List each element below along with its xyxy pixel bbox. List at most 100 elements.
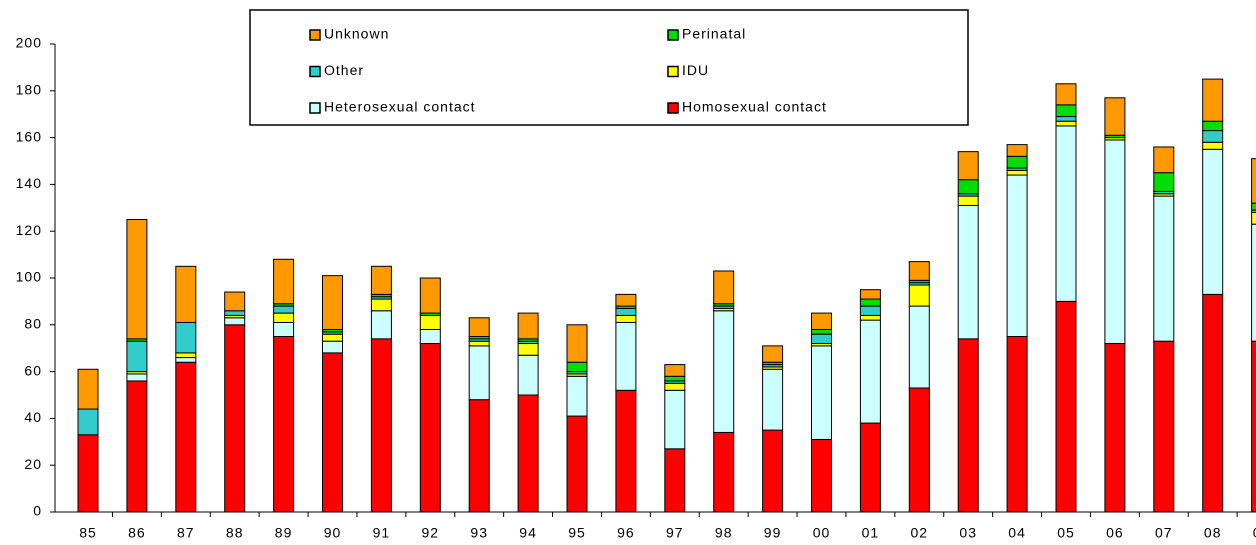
bar-segment	[615, 307, 637, 316]
bar-segment	[273, 321, 295, 337]
bar-segment	[566, 415, 588, 513]
legend-swatch	[309, 102, 321, 114]
bar-segment	[175, 361, 197, 513]
legend-label: Other	[324, 62, 364, 78]
bar-segment	[126, 380, 148, 513]
x-tick-label: 97	[666, 525, 684, 541]
bar-segment	[77, 434, 99, 513]
x-tick-label: 94	[519, 525, 537, 541]
bar-segment	[370, 338, 392, 513]
bar-segment	[859, 314, 881, 321]
x-tick-label: 86	[128, 525, 146, 541]
bar-segment	[811, 438, 832, 513]
x-tick-label: 93	[470, 525, 488, 541]
y-tick-label: 60	[24, 362, 42, 378]
bar-segment	[1202, 293, 1224, 513]
bar-segment	[762, 429, 784, 513]
bar-segment	[957, 338, 979, 513]
bar-segment	[566, 361, 588, 373]
bar-segment	[175, 357, 197, 363]
bar-segment	[957, 179, 979, 195]
x-tick-label: 91	[373, 525, 391, 541]
bar-segment	[664, 364, 686, 377]
bar-segment	[419, 328, 441, 345]
legend-swatch	[309, 29, 321, 41]
y-tick-label: 100	[16, 269, 42, 285]
legend-label: IDU	[682, 62, 709, 78]
y-tick-label: 40	[24, 409, 42, 425]
y-tick-label: 180	[16, 82, 42, 98]
bar-segment	[664, 389, 686, 450]
x-tick-label: 09	[1253, 525, 1256, 541]
bar-segment	[126, 373, 148, 382]
bar-segment	[322, 275, 343, 330]
x-tick-label: 01	[862, 525, 880, 541]
bar-segment	[811, 345, 832, 440]
legend-label: Homosexual contact	[682, 99, 827, 115]
bar-segment	[468, 340, 490, 347]
bar-segment	[517, 312, 539, 340]
bar-segment	[175, 265, 197, 323]
bar-segment	[224, 310, 246, 316]
bar-segment	[1153, 146, 1175, 174]
bar-segment	[1006, 144, 1028, 157]
bar-segment	[126, 340, 148, 373]
bar-segment	[175, 321, 197, 354]
bar-segment	[517, 354, 539, 396]
bar-segment	[273, 258, 295, 305]
bar-segment	[713, 270, 735, 305]
bar-segment	[1202, 130, 1224, 143]
bar-segment	[908, 261, 930, 281]
bar-segment	[566, 324, 588, 363]
x-tick-label: 07	[1155, 525, 1173, 541]
bar-segment	[1153, 172, 1175, 192]
x-tick-label: 90	[324, 525, 342, 541]
bar-segment	[77, 368, 99, 410]
bar-segment	[762, 368, 784, 431]
x-tick-label: 08	[1204, 525, 1222, 541]
bar-segment	[1055, 125, 1077, 302]
bar-segment	[1055, 300, 1077, 513]
bar-segment	[468, 399, 490, 513]
bar-segment	[713, 431, 735, 513]
bar-segment	[762, 345, 784, 363]
y-tick-label: 80	[24, 316, 42, 332]
bar-segment	[811, 333, 832, 345]
bar-segment	[1055, 83, 1077, 106]
bar-segment	[615, 314, 637, 323]
bar-segment	[1055, 104, 1077, 118]
bar-segment	[224, 324, 246, 513]
bar-segment	[1153, 195, 1175, 342]
bar-segment	[957, 151, 979, 181]
legend-label: Unknown	[324, 26, 389, 42]
bar-segment	[615, 389, 637, 513]
bar-segment	[811, 328, 832, 335]
x-tick-label: 03	[959, 525, 977, 541]
bar-segment	[1006, 336, 1028, 513]
y-tick-label: 0	[33, 503, 42, 519]
bar-segment	[615, 293, 637, 307]
bar-segment	[370, 310, 392, 340]
bar-segment	[1055, 116, 1077, 122]
bar-segment	[224, 317, 246, 326]
bar-segment	[1202, 141, 1224, 150]
bar-segment	[1202, 120, 1224, 132]
x-tick-label: 89	[275, 525, 293, 541]
y-tick-label: 140	[16, 175, 42, 191]
bar-segment	[1251, 202, 1256, 211]
bar-segment	[322, 340, 343, 354]
bar-segment	[468, 317, 490, 337]
bar-segment	[859, 422, 881, 513]
bar-segment	[566, 375, 588, 417]
x-tick-label: 99	[764, 525, 782, 541]
x-tick-label: 96	[617, 525, 635, 541]
x-tick-label: 04	[1008, 525, 1026, 541]
legend-box	[249, 9, 969, 126]
y-tick-label: 20	[24, 456, 42, 472]
bar-segment	[1202, 148, 1224, 295]
legend-swatch	[667, 102, 679, 114]
bar-segment	[370, 265, 392, 295]
x-tick-label: 95	[568, 525, 586, 541]
